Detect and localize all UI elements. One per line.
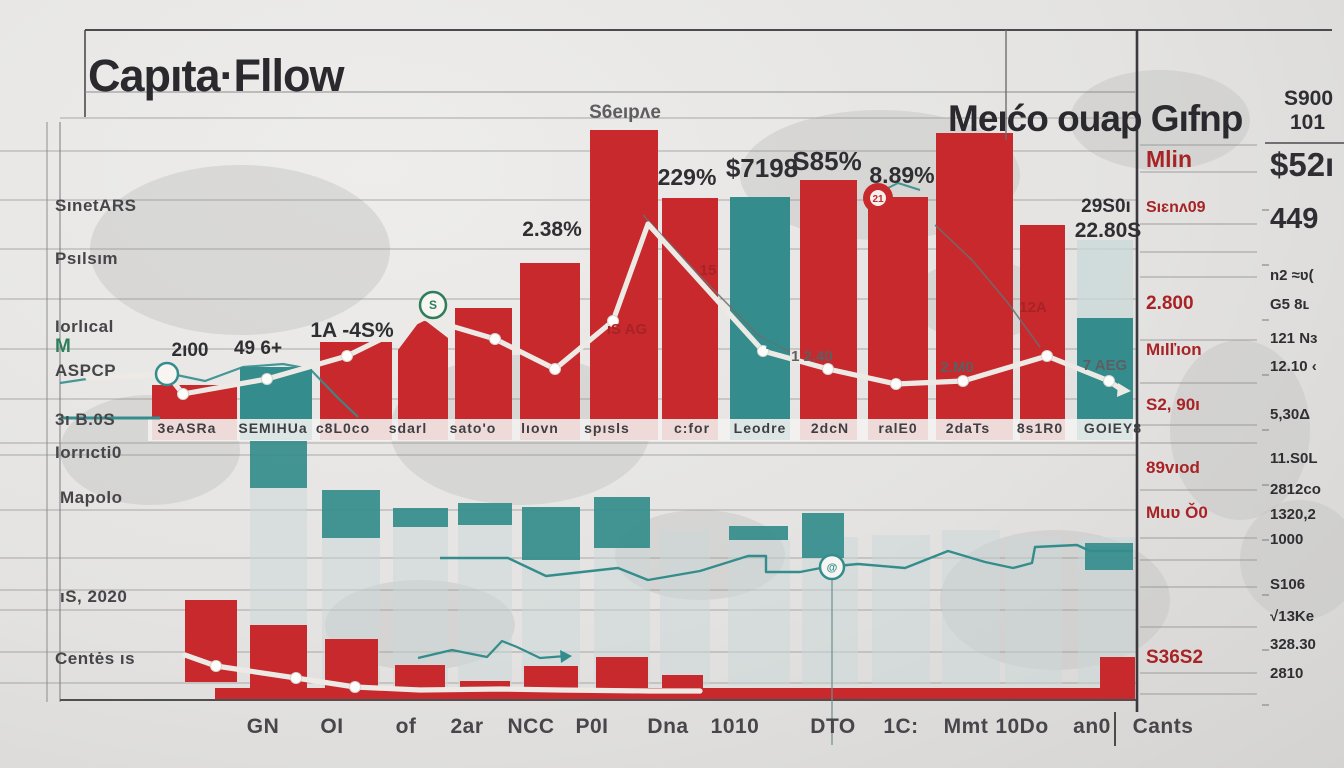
y-axis-label: M xyxy=(55,336,71,357)
svg-text:S: S xyxy=(429,298,437,312)
x-axis-label: Mmt xyxy=(943,715,989,738)
x-axis-label: an0 xyxy=(1073,715,1111,738)
sidebar-value: 2810 xyxy=(1270,665,1304,682)
series-strip-label: 3eASRa xyxy=(157,420,217,436)
svg-text:21: 21 xyxy=(872,194,884,205)
sidebar-value: G5 8ʟ xyxy=(1270,296,1310,313)
series-strip-label: lıovn xyxy=(521,420,559,436)
value-label: 29S0ı xyxy=(1081,196,1131,217)
page-title: Capıta·Fllow xyxy=(88,50,344,101)
y-axis-label: Centės ıs xyxy=(55,649,136,668)
series-strip-label: 8s1R0 xyxy=(1016,420,1064,436)
value-label: 21 xyxy=(765,336,783,353)
right-panel-label: 89vıod xyxy=(1146,458,1200,477)
x-axis-label: OI xyxy=(320,715,344,738)
sidebar-value: 2812co xyxy=(1270,481,1321,498)
sidebar-value: 328.30 xyxy=(1270,636,1316,653)
x-axis-label: Cants xyxy=(1132,715,1194,738)
right-panel-label: Mılľıon xyxy=(1146,340,1202,359)
value-label: 229% xyxy=(657,164,717,190)
value-label: 1A -4S% xyxy=(310,319,394,342)
svg-text:@: @ xyxy=(827,562,838,574)
header-right-title: Meıćo ouap Gıfnp xyxy=(948,98,1243,139)
series-strip-label: SEMIHUa xyxy=(238,420,308,436)
y-axis-label: Mapolo xyxy=(60,488,123,507)
x-axis-label: 2ar xyxy=(450,715,484,738)
y-axis-label: ıS, 2020 xyxy=(60,587,128,606)
sidebar-value: 449 xyxy=(1270,203,1319,235)
right-panel-label: S36S2 xyxy=(1146,647,1204,668)
x-axis-label: GN xyxy=(246,715,280,738)
x-axis-label: P0I xyxy=(575,715,609,738)
y-axis-label: ASPCP xyxy=(55,361,117,380)
x-axis-label: NCC xyxy=(507,715,555,738)
right-panel-label: Sıɛnʌ09 xyxy=(1146,199,1206,216)
value-label: 1 2.40 xyxy=(791,348,833,365)
sidebar-value: 121 Nɜ xyxy=(1270,330,1318,347)
right-panel-label: 2.800 xyxy=(1146,293,1194,314)
sidebar-value: 101 xyxy=(1290,111,1326,134)
value-label: S85% xyxy=(792,146,862,176)
value-label: 15 xyxy=(699,262,717,279)
sidebar-value: $52ı xyxy=(1270,146,1335,183)
series-strip-label: Leodre xyxy=(733,420,787,436)
sidebar-value: 1320,2 xyxy=(1270,506,1316,523)
value-label: 12A xyxy=(1019,299,1047,316)
sidebar-value: S900 xyxy=(1284,87,1334,110)
value-label: 22.80S xyxy=(1074,219,1142,242)
right-panel-label: S2, 90ı xyxy=(1146,395,1200,414)
x-axis-label: Dna xyxy=(647,715,689,738)
value-label: 49 6+ xyxy=(233,338,283,359)
sidebar-value: 5,30Δ xyxy=(1270,406,1310,423)
x-axis-label: DTO xyxy=(810,715,856,738)
value-label: $7198 xyxy=(725,153,799,183)
x-axis-label: 1010 xyxy=(710,715,760,738)
sidebar-value: S106 xyxy=(1270,576,1306,593)
value-label: ıS AG xyxy=(606,321,648,338)
series-strip-label: 2dcN xyxy=(810,420,850,436)
sidebar-value: 12.10 ‹ xyxy=(1270,358,1317,375)
y-axis-label: SınetARS xyxy=(55,196,137,215)
value-label: 8.89% xyxy=(869,162,935,188)
value-label: 7 AEG xyxy=(1082,357,1128,374)
y-axis-label: Iorlıcal xyxy=(55,317,114,336)
series-strip-label: spısls xyxy=(584,420,630,436)
right-panel-label: Muʋ Ǒ0 xyxy=(1146,503,1208,522)
x-axis-label: of xyxy=(395,715,417,738)
series-strip-label: c:for xyxy=(673,420,711,436)
x-axis-label: 1C: xyxy=(883,715,919,738)
series-strip-label: ralE0 xyxy=(878,420,918,436)
right-panel-label: Mlin xyxy=(1146,146,1192,172)
x-axis-label: 10Do xyxy=(995,715,1049,738)
value-label: S6eıpʌe xyxy=(589,102,661,123)
y-axis-label: 3ı B.0S xyxy=(55,410,116,429)
sidebar-value: 11.S0L xyxy=(1270,450,1318,467)
value-label: 2.M0 xyxy=(940,359,974,376)
y-axis-label: Iorrıcti0 xyxy=(55,443,122,462)
series-strip-label: c8L0co xyxy=(315,420,371,436)
value-label: 2.38% xyxy=(522,218,582,241)
sidebar-value: √13Ke xyxy=(1270,608,1315,625)
series-strip-label: GOIEY8 xyxy=(1083,420,1143,436)
series-strip-label: sdarl xyxy=(388,420,428,436)
value-label: 2ı00 xyxy=(171,340,209,361)
series-strip-label: sato'o xyxy=(449,420,497,436)
sidebar-value: 1000 xyxy=(1270,531,1304,548)
y-axis-label: Psılsım xyxy=(55,249,119,268)
series-strip-label: 2daTs xyxy=(945,420,991,436)
sidebar-value: n2 ≈ʋ( xyxy=(1270,267,1314,284)
